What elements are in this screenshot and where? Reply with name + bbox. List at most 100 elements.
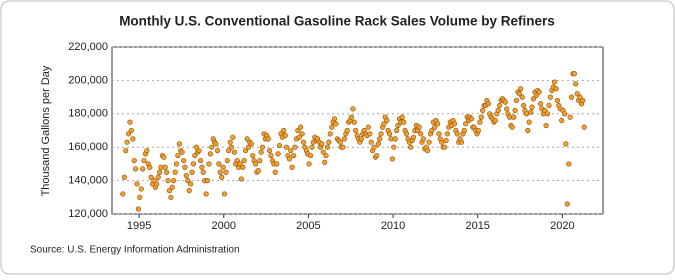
point [230, 134, 236, 140]
point [463, 121, 469, 127]
point [511, 114, 517, 120]
point [429, 127, 435, 134]
point [454, 131, 460, 137]
point [276, 142, 283, 149]
point [492, 117, 498, 124]
y-tick-label: 220,000 [68, 41, 108, 53]
point [571, 71, 577, 77]
x-tick-label: 1995 [127, 220, 151, 232]
point [196, 147, 202, 154]
point [348, 114, 355, 120]
point [495, 107, 501, 114]
point [128, 127, 134, 134]
x-tick-label: 2000 [212, 220, 236, 232]
point [523, 111, 530, 117]
source: Source: U.S. Energy Information Administ… [30, 245, 240, 256]
point [135, 206, 142, 212]
point [173, 161, 180, 167]
point [216, 161, 222, 167]
point [512, 107, 518, 114]
x-tick-label: 2005 [296, 220, 320, 232]
point [554, 97, 561, 104]
point [268, 152, 274, 159]
point [519, 94, 525, 100]
point [182, 164, 188, 170]
point [124, 139, 130, 145]
point [120, 191, 126, 197]
point [197, 157, 204, 164]
point [288, 147, 294, 154]
point [164, 169, 170, 175]
point [259, 144, 266, 150]
point [203, 191, 209, 197]
point [516, 91, 522, 97]
point [283, 144, 290, 150]
point [337, 139, 343, 145]
point [408, 144, 414, 150]
point [377, 136, 383, 142]
point [123, 147, 129, 154]
point [132, 166, 139, 172]
point [224, 157, 230, 164]
point [248, 141, 254, 147]
point [351, 119, 357, 125]
point [165, 178, 171, 184]
point [566, 161, 572, 167]
point [193, 144, 199, 150]
point [568, 94, 575, 100]
point [327, 131, 333, 137]
point [179, 149, 185, 155]
point [329, 124, 335, 130]
y-tick-label: 180,000 [68, 108, 108, 120]
x-tick-label: 2020 [550, 220, 574, 232]
point [209, 144, 215, 150]
point [240, 164, 246, 170]
point [252, 161, 259, 167]
point [420, 136, 426, 142]
point [451, 121, 458, 127]
point [536, 89, 542, 95]
point [350, 106, 356, 112]
point [204, 178, 211, 184]
point [365, 124, 371, 130]
point [169, 184, 175, 190]
point [529, 104, 535, 110]
y-tick-label: 160,000 [68, 141, 108, 153]
y-tick-label: 140,000 [68, 175, 108, 187]
point [306, 161, 312, 167]
point [344, 127, 350, 134]
point [559, 117, 565, 124]
point [298, 124, 304, 130]
point [458, 139, 465, 145]
point [148, 174, 154, 180]
y-tick-label: 200,000 [68, 74, 108, 86]
point [502, 99, 508, 105]
point [121, 174, 127, 180]
point [258, 149, 264, 155]
point [161, 154, 167, 160]
point [166, 188, 172, 194]
point [241, 157, 247, 164]
point [485, 101, 491, 107]
point [340, 144, 346, 150]
point [250, 152, 256, 159]
point [424, 147, 431, 154]
point [291, 152, 297, 159]
point [496, 102, 503, 109]
point [187, 181, 194, 187]
point [186, 188, 192, 194]
point [213, 141, 219, 147]
point [138, 186, 144, 192]
point [223, 169, 229, 175]
point [322, 159, 328, 165]
point [537, 101, 544, 107]
point [134, 181, 140, 187]
point [281, 127, 287, 134]
point [331, 116, 338, 122]
point [518, 86, 524, 92]
point [207, 151, 213, 157]
point [403, 131, 410, 137]
point [443, 137, 449, 144]
point [131, 157, 137, 164]
